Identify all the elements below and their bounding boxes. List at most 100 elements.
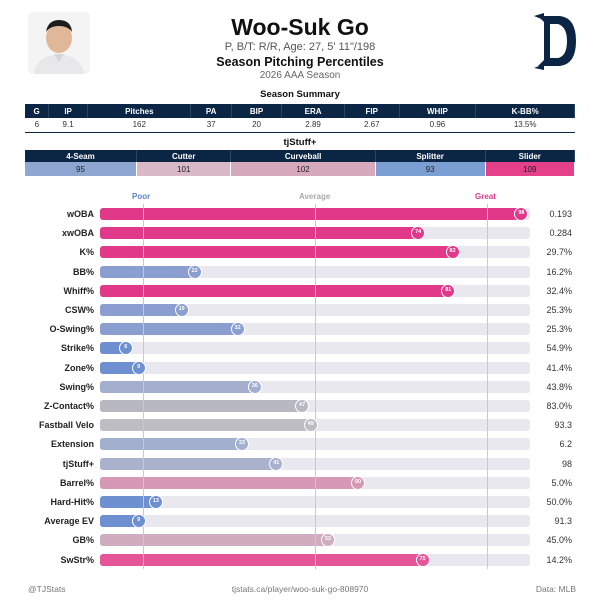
row-stat-value: 5.0% bbox=[551, 477, 572, 488]
percentile-bar bbox=[100, 515, 139, 528]
percentile-dot: 22 bbox=[187, 264, 202, 279]
row-label: SwStr% bbox=[60, 554, 94, 565]
percentile-bar bbox=[100, 400, 303, 412]
summary-value-cell: 0.96 bbox=[399, 118, 476, 133]
percentile-dot: 53 bbox=[320, 533, 335, 548]
pitch-value-cell: 101 bbox=[136, 162, 232, 176]
percentile-dot: 82 bbox=[445, 245, 460, 260]
pitch-value-cell: 109 bbox=[485, 162, 576, 176]
summary-title: Season Summary bbox=[260, 89, 340, 100]
percentile-track: 81 bbox=[100, 283, 530, 298]
percentile-track: 49 bbox=[100, 418, 530, 433]
row-label: Barrel% bbox=[59, 477, 94, 488]
percentile-dot: 41 bbox=[269, 456, 284, 471]
percentile-bar bbox=[100, 534, 328, 547]
row-stat-value: 0.284 bbox=[549, 228, 572, 239]
tjstuff-table: 4-Seam Cutter Curveball Splitter Slider 95 10… bbox=[25, 150, 576, 176]
percentile-dot: 9 bbox=[131, 514, 146, 529]
section-title: Season Pitching Percentiles bbox=[216, 55, 384, 69]
row-stat-value: 45.0% bbox=[546, 535, 572, 546]
row-stat-value: 54.9% bbox=[546, 343, 572, 354]
summary-value-cell: 162 bbox=[87, 118, 191, 133]
summary-value-cell: 20 bbox=[231, 118, 282, 133]
tjstuff-title: tjStuff+ bbox=[283, 137, 317, 148]
percentile-bar bbox=[100, 496, 156, 508]
player-info: P, B/T: R/R, Age: 27, 5' 11"/198 bbox=[224, 41, 376, 53]
pitch-value-cell: 93 bbox=[375, 162, 486, 176]
row-stat-value: 50.0% bbox=[546, 497, 572, 507]
row-label: K% bbox=[79, 247, 94, 258]
row-label: O-Swing% bbox=[49, 324, 95, 335]
percentile-bar bbox=[100, 246, 453, 259]
summary-header-cell: WHIP bbox=[399, 104, 477, 118]
row-stat-value: 25.3% bbox=[546, 324, 572, 335]
footer-handle: @TJStats bbox=[28, 584, 66, 594]
summary-header-cell: FIP bbox=[344, 104, 400, 118]
percentile-dot: 32 bbox=[230, 322, 245, 337]
poor-line bbox=[143, 204, 144, 569]
percentile-chart: Poor Average Great wOBA 98 0.193 xwOBA 74 0.2… bbox=[0, 186, 600, 570]
percentile-dot: 19 bbox=[174, 303, 189, 317]
pitch-header-cell: 4-Seam bbox=[25, 150, 137, 162]
footer-url[interactable]: tjstats.ca/player/woo-suk-go-808970 bbox=[231, 584, 369, 594]
percentile-dot: 33 bbox=[234, 437, 249, 452]
percentile-bar bbox=[100, 380, 255, 393]
summary-value-cell: 37 bbox=[190, 118, 232, 133]
summary-header-cell: BIP bbox=[231, 104, 283, 118]
row-stat-value: 93.3 bbox=[554, 420, 572, 431]
row-label: Whiff% bbox=[63, 285, 95, 296]
percentile-bar bbox=[100, 457, 277, 470]
row-stat-value: 25.3% bbox=[546, 305, 572, 315]
marker-poor: Poor bbox=[132, 192, 151, 201]
percentile-bar bbox=[100, 476, 358, 489]
percentile-bar bbox=[100, 419, 311, 432]
row-stat-value: 91.3 bbox=[554, 516, 572, 527]
summary-value-cell: 2.67 bbox=[344, 118, 400, 133]
pitch-header-cell: Slider bbox=[485, 150, 576, 162]
season-summary-table: G IP Pitches PA BIP ERA FIP WHIP K-BB% 6 9.1 162 37… bbox=[25, 104, 575, 133]
percentile-bar bbox=[100, 227, 419, 240]
percentile-dot: 9 bbox=[131, 360, 146, 375]
row-label: Fastball Velo bbox=[38, 420, 94, 431]
percentile-bar bbox=[100, 361, 139, 374]
percentile-dot: 81 bbox=[441, 283, 456, 298]
row-stat-value: 98 bbox=[561, 458, 572, 469]
pitch-header-cell: Cutter bbox=[136, 150, 232, 162]
row-label: wOBA bbox=[67, 209, 94, 219]
row-stat-value: 43.8% bbox=[546, 381, 572, 392]
row-stat-value: 83.0% bbox=[546, 401, 572, 411]
summary-header-cell: PA bbox=[190, 104, 232, 118]
row-label: Swing% bbox=[59, 381, 94, 392]
percentile-bar bbox=[100, 265, 195, 278]
summary-header-cell: ERA bbox=[281, 104, 345, 118]
row-label: Extension bbox=[50, 439, 94, 450]
row-label: tjStuff+ bbox=[62, 458, 94, 469]
row-label: GB% bbox=[72, 535, 94, 546]
row-stat-value: 14.2% bbox=[546, 554, 572, 565]
row-label: Strike% bbox=[60, 343, 94, 354]
pitch-value-cell: 102 bbox=[230, 162, 376, 176]
row-stat-value: 6.2 bbox=[559, 439, 572, 450]
row-stat-value: 32.4% bbox=[546, 285, 572, 296]
row-label: Hard-Hit% bbox=[50, 497, 94, 507]
percentile-dot: 49 bbox=[303, 418, 318, 433]
player-avatar bbox=[28, 12, 90, 74]
summary-header-cell: IP bbox=[48, 104, 89, 118]
page-title: Woo-Suk Go bbox=[231, 14, 369, 40]
percentile-dot: 47 bbox=[295, 399, 310, 413]
percentile-dot: 75 bbox=[415, 552, 430, 567]
row-label: BB% bbox=[72, 266, 94, 277]
row-stat-value: 0.193 bbox=[549, 209, 572, 219]
percentile-bar bbox=[100, 438, 242, 451]
row-label: Average EV bbox=[44, 516, 94, 527]
percentile-dot: 74 bbox=[411, 226, 426, 241]
row-label: Zone% bbox=[64, 362, 94, 373]
summary-value-cell: 13.5% bbox=[475, 118, 575, 133]
great-line bbox=[487, 204, 488, 569]
row-stat-value: 16.2% bbox=[546, 266, 572, 277]
percentile-bar bbox=[100, 304, 182, 316]
pitch-header-cell: Curveball bbox=[230, 150, 376, 162]
percentile-dot: 13 bbox=[148, 495, 163, 509]
summary-header-cell: Pitches bbox=[87, 104, 192, 118]
summary-value-cell: 2.89 bbox=[281, 118, 345, 133]
